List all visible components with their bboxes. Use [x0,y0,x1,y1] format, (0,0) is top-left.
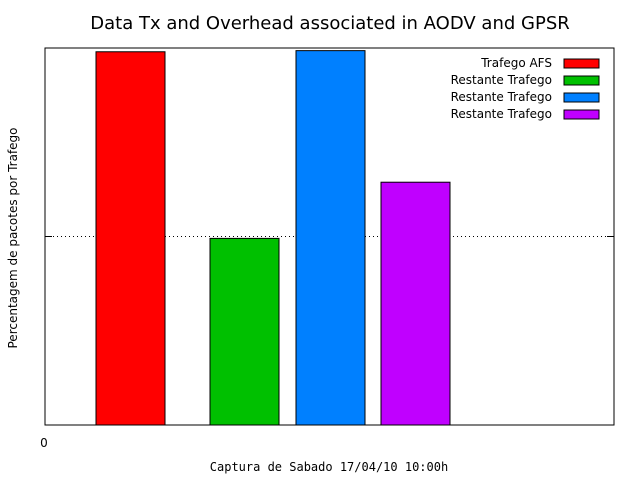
legend-label-1: Trafego AFS [480,56,552,70]
x-axis-label: Captura de Sabado 17/04/10 10:00h [210,460,448,474]
chart-title: Data Tx and Overhead associated in AODV … [90,13,570,34]
legend-swatch-3 [563,92,600,103]
bar-1 [95,51,166,426]
legend-swatch-1 [563,58,600,69]
x-tick-label: 0 [40,436,48,450]
legend-label-3: Restante Trafego [451,90,552,104]
bar-3 [295,50,366,426]
legend-label-2: Restante Trafego [451,73,552,87]
legend-swatch-2 [563,75,600,86]
bar-2 [209,237,280,426]
bars-group [95,50,451,426]
legend-label-4: Restante Trafego [451,107,552,121]
legend: Trafego AFS Restante Trafego Restante Traf… [451,56,600,121]
bar-4 [380,181,451,426]
legend-swatch-4 [563,109,600,120]
y-axis-label: Percentagem de pacotes por Trafego [6,127,20,348]
